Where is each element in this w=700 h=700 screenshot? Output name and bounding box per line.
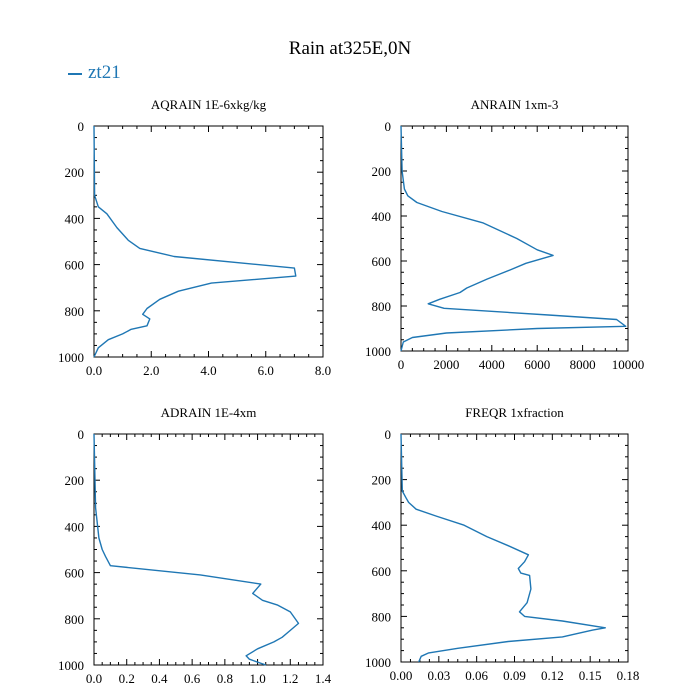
y-tick-label: 1000 [58, 658, 84, 673]
y-tick-label: 600 [372, 254, 392, 269]
x-tick-label: 4000 [479, 357, 505, 372]
legend: zt21 [68, 62, 121, 84]
subplot-title: FREQR 1xfraction [465, 405, 564, 420]
y-tick-label: 200 [372, 164, 392, 179]
x-tick-label: 0.6 [184, 671, 201, 686]
y-tick-label: 800 [372, 299, 392, 314]
x-tick-label: 8.0 [315, 363, 331, 378]
y-tick-label: 400 [372, 518, 392, 533]
x-tick-label: 8000 [570, 357, 596, 372]
y-tick-label: 400 [65, 519, 85, 534]
subplot-title: ANRAIN 1xm-3 [471, 97, 559, 112]
x-tick-label: 0.15 [579, 668, 602, 683]
series-line-zt21 [400, 433, 606, 663]
plot-frame [93, 125, 324, 358]
plot-frame [93, 433, 324, 666]
series-line-zt21 [93, 125, 297, 358]
series-line-zt21 [93, 433, 300, 666]
x-tick-label: 6000 [524, 357, 550, 372]
x-tick-label: 0.0 [86, 671, 102, 686]
legend-label: zt21 [88, 62, 121, 83]
y-tick-label: 0 [78, 119, 85, 134]
x-tick-label: 1.0 [249, 671, 265, 686]
subplot-title: AQRAIN 1E-6xkg/kg [151, 97, 267, 112]
x-tick-label: 2.0 [143, 363, 159, 378]
x-tick-label: 0.4 [151, 671, 168, 686]
series-line-zt21 [400, 125, 627, 352]
x-tick-label: 0 [398, 357, 405, 372]
y-tick-label: 200 [65, 473, 85, 488]
y-tick-label: 0 [78, 427, 85, 442]
x-tick-label: 0.8 [217, 671, 233, 686]
y-tick-label: 0 [385, 119, 392, 134]
x-tick-label: 1.2 [282, 671, 298, 686]
x-tick-label: 0.0 [86, 363, 102, 378]
legend-line-swatch [68, 72, 82, 75]
y-tick-label: 400 [65, 211, 85, 226]
y-tick-label: 600 [65, 566, 85, 581]
plot-frame [400, 125, 629, 352]
y-tick-label: 1000 [365, 344, 391, 359]
y-tick-label: 200 [65, 165, 85, 180]
y-tick-label: 600 [372, 564, 392, 579]
x-tick-label: 0.06 [465, 668, 488, 683]
y-tick-label: 800 [65, 612, 85, 627]
y-tick-label: 600 [65, 258, 85, 273]
x-tick-label: 0.18 [617, 668, 640, 683]
x-tick-label: 0.00 [390, 668, 413, 683]
x-tick-label: 0.09 [503, 668, 526, 683]
y-tick-label: 1000 [365, 655, 391, 670]
x-tick-label: 4.0 [200, 363, 216, 378]
y-tick-label: 800 [65, 304, 85, 319]
y-tick-label: 800 [372, 609, 392, 624]
y-tick-label: 0 [385, 427, 392, 442]
subplot-title: ADRAIN 1E-4xm [161, 405, 257, 420]
page-title: Rain at325E,0N [288, 38, 412, 59]
x-tick-label: 6.0 [258, 363, 274, 378]
x-tick-label: 2000 [433, 357, 459, 372]
y-tick-label: 400 [372, 209, 392, 224]
x-tick-label: 1.4 [315, 671, 332, 686]
x-tick-label: 0.03 [427, 668, 450, 683]
x-tick-label: 10000 [612, 357, 645, 372]
y-tick-label: 1000 [58, 350, 84, 365]
y-tick-label: 200 [372, 473, 392, 488]
x-tick-label: 0.2 [119, 671, 135, 686]
x-tick-label: 0.12 [541, 668, 564, 683]
